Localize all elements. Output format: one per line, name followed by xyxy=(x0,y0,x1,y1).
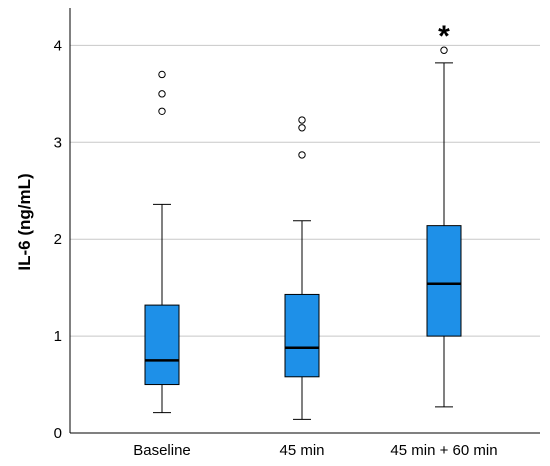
box-group xyxy=(426,46,462,408)
box-group xyxy=(284,116,320,420)
x-tick-label: 45 min xyxy=(279,442,324,459)
boxes xyxy=(144,46,462,420)
outlier-point xyxy=(158,70,166,79)
outlier-point xyxy=(158,90,166,98)
y-tick-label: 1 xyxy=(54,328,62,345)
outlier-point xyxy=(298,124,306,132)
y-tick-label: 2 xyxy=(54,231,62,248)
iqr-box xyxy=(284,293,320,378)
x-tick-labels: Baseline 45 min 45 min + 60 min xyxy=(133,442,497,459)
outlier-point xyxy=(298,151,306,159)
y-tick-label: 4 xyxy=(54,37,62,54)
outlier-point xyxy=(298,116,306,124)
iqr-box xyxy=(426,225,462,337)
box-group xyxy=(144,70,180,414)
significance-asterisk: * xyxy=(438,20,450,53)
annotations: * xyxy=(438,20,450,53)
x-tick-label: 45 min + 60 min xyxy=(390,442,497,459)
y-tick-label: 3 xyxy=(54,134,62,151)
iqr-box xyxy=(144,304,180,386)
y-tick-label: 0 xyxy=(54,425,62,442)
outlier-point xyxy=(440,46,448,54)
x-tick-label: Baseline xyxy=(133,442,191,459)
outlier-point xyxy=(158,107,166,115)
y-tick-labels: 0 1 2 3 4 xyxy=(54,37,62,442)
y-axis-title: IL-6 (ng/mL) xyxy=(15,173,34,270)
axes xyxy=(69,8,540,434)
gridlines xyxy=(70,44,540,337)
